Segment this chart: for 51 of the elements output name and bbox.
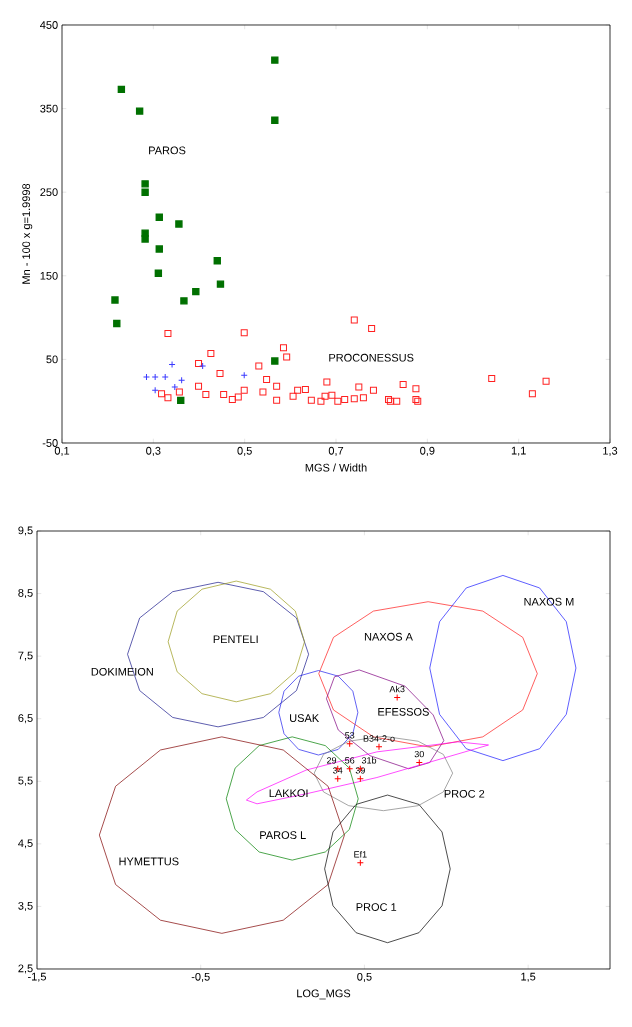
annotation: Ak3 (389, 685, 405, 693)
x-tick-label: -0,5 (191, 972, 210, 982)
annotation: USAK (290, 714, 320, 722)
annotation: DOKIMEION (91, 667, 153, 676)
x-axis-title: MGS / Width (305, 463, 367, 472)
annotation: HYMETTUS (119, 857, 179, 866)
y-tick-label: 150 (40, 271, 58, 280)
annotation: PROC 1 (356, 903, 397, 911)
x-tick-label: 0,5 (357, 972, 372, 982)
annotation: PAROS (149, 146, 186, 155)
x-tick-label: 1,3 (603, 446, 618, 456)
annotation: 39 (355, 767, 365, 774)
y-tick-label: 4,5 (18, 839, 33, 849)
annotation: LAKKOI (269, 789, 308, 798)
y-axis-title: Mn - 100 x g=1.9998 (22, 183, 33, 284)
y-tick-label: -50 (42, 439, 58, 447)
y-tick-label: 2,5 (18, 964, 33, 974)
annotation: PROCONESSUS (329, 353, 414, 362)
x-tick-label: 0,7 (328, 446, 344, 456)
y-tick-label: 9,5 (18, 526, 33, 536)
y-tick-label: 3,5 (18, 901, 33, 911)
annotation: NAXOS M (524, 597, 574, 606)
annotation: 31b (361, 756, 377, 764)
x-tick-label: -1,5 (28, 972, 47, 982)
y-tick-label: 5,5 (18, 776, 33, 786)
annotation: Ef1 (354, 850, 367, 858)
y-tick-label: 250 (40, 188, 58, 197)
annotation: 34 (333, 767, 343, 774)
x-tick-label: 0,9 (420, 446, 435, 456)
annotation: PROC 2 (444, 789, 485, 798)
x-tick-label: 0,5 (237, 446, 252, 456)
annotation: 29 (326, 757, 337, 764)
x-tick-label: 1,1 (511, 446, 526, 456)
annotation: B34-2-o (363, 735, 395, 742)
annotation: PENTELI (213, 635, 258, 644)
x-tick-label: 1,5 (521, 972, 536, 982)
y-tick-label: 8,5 (18, 589, 33, 599)
annotation: PAROS L (260, 831, 306, 839)
annotation: EFESSOS (378, 707, 429, 716)
y-tick-label: 450 (40, 21, 58, 29)
y-tick-label: 7,5 (18, 651, 33, 661)
annotation: 56 (345, 757, 355, 764)
x-axis-title: LOG_MGS (297, 989, 351, 1000)
y-tick-label: 50 (46, 355, 58, 364)
y-tick-label: 6,5 (18, 714, 33, 724)
annotation: 30 (414, 750, 424, 758)
x-tick-label: 0,1 (54, 446, 70, 456)
annotation: NAXOS A (364, 632, 413, 641)
annotation: 53 (345, 732, 355, 739)
x-tick-label: 0,3 (146, 446, 161, 456)
y-tick-label: 350 (40, 104, 58, 113)
